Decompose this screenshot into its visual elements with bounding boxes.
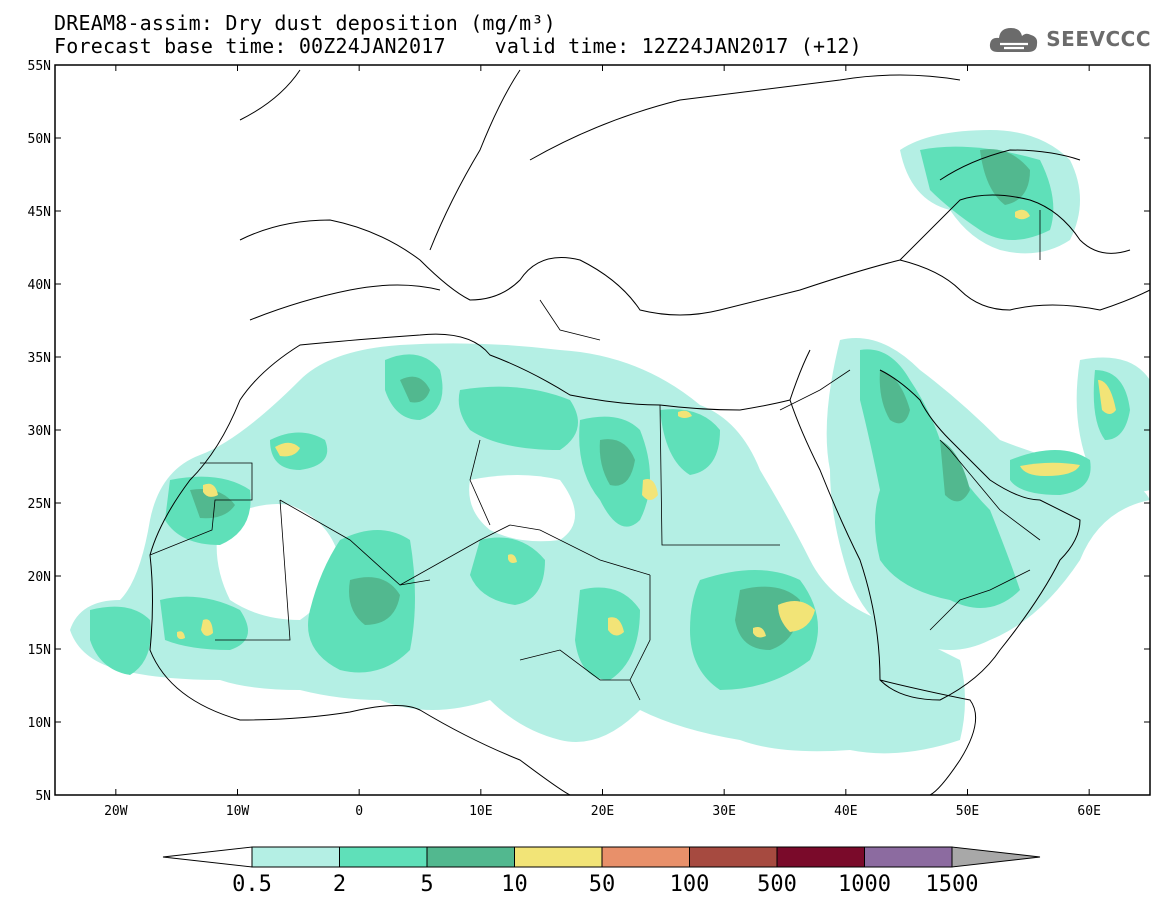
colorbar-swatch [689, 846, 778, 868]
colorbar-label: 50 [589, 872, 616, 897]
colorbar-label: 2 [333, 872, 346, 897]
colorbar-label: 100 [670, 872, 710, 897]
lon-tick-label: 10W [226, 804, 250, 819]
chart-title-line1: DREAM8-assim: Dry dust deposition (mg/m³… [54, 11, 556, 35]
colorbar-label: 500 [757, 872, 797, 897]
lat-tick-label: 10N [28, 716, 51, 731]
colorbar-swatch [514, 846, 603, 868]
lat-tick-label: 50N [28, 132, 51, 147]
lat-tick-label: 55N [28, 59, 51, 74]
colorbar-min-arrow [162, 846, 253, 868]
colorbar-label: 1500 [926, 872, 979, 897]
colorbar-swatch [339, 846, 428, 868]
colorbar-label: 5 [420, 872, 433, 897]
lon-tick-label: 30E [712, 804, 735, 819]
lon-tick-label: 40E [834, 804, 857, 819]
axis-ticks: 55N 50N 45N 40N 35N 30N 25N 20N 15N 10N 5N 20W 10W 0 1… [28, 59, 1150, 819]
colorbar-label: 10 [501, 872, 528, 897]
logo-text: SEEVCCC [1046, 27, 1151, 51]
lon-tick-label: 20W [104, 804, 128, 819]
lat-tick-label: 35N [28, 351, 51, 366]
chart-title-line2: Forecast base time: 00Z24JAN2017 valid t… [54, 34, 862, 58]
colorbar-swatch [251, 846, 340, 868]
lon-tick-label: 60E [1077, 804, 1100, 819]
colorbar-swatch [864, 846, 953, 868]
lon-tick-label: 0 [355, 804, 363, 819]
lon-tick-label: 20E [591, 804, 614, 819]
lat-tick-label: 45N [28, 205, 51, 220]
lat-tick-label: 5N [35, 789, 51, 804]
lat-tick-label: 40N [28, 278, 51, 293]
seevccc-logo: SEEVCCC [988, 22, 1151, 56]
colorbar-swatch [601, 846, 690, 868]
colorbar-label: 1000 [838, 872, 891, 897]
lat-tick-label: 20N [28, 570, 51, 585]
lon-tick-label: 10E [469, 804, 492, 819]
lat-tick-label: 15N [28, 643, 51, 658]
lon-tick-label: 50E [956, 804, 979, 819]
country-borders [149, 210, 1041, 701]
colorbar-swatch [776, 846, 865, 868]
coastlines [149, 69, 1151, 796]
lat-tick-label: 30N [28, 424, 51, 439]
colorbar: 0.5 2 5 10 50 100 500 1000 1500 [162, 846, 1041, 897]
cloud-icon [990, 28, 1038, 52]
colorbar-max-arrow [951, 846, 1041, 868]
colorbar-swatch [426, 846, 515, 868]
dust-shading [70, 130, 1150, 754]
lat-tick-label: 25N [28, 497, 51, 512]
colorbar-label: 0.5 [232, 872, 272, 897]
